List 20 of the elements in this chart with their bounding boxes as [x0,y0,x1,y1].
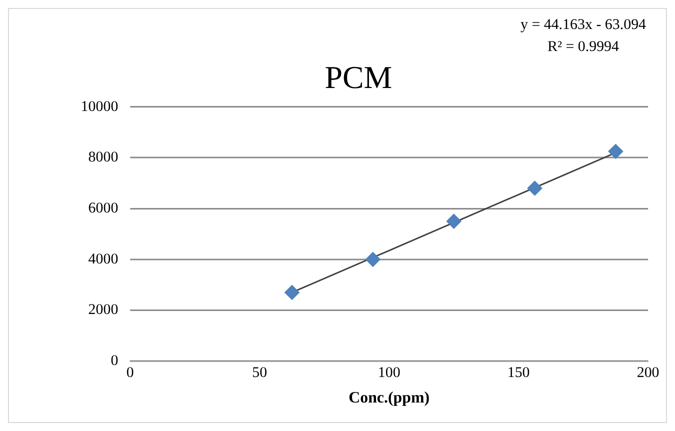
chart-title: PCM [324,60,392,96]
y-tick-label: 0 [110,353,118,370]
text: R² = 0.9994 [548,38,620,55]
y-tick-label: 4000 [88,251,118,268]
x-tick-label: 50 [252,364,268,381]
x-tick-label: 100 [378,364,400,381]
y-tick-label: 6000 [88,200,118,217]
x-axis-title: Conc.(ppm) [348,390,430,407]
point [365,252,380,267]
x-tick-label: 150 [507,364,530,381]
y-tick-label: 8000 [88,150,118,166]
text: y = 44.163x - 63.094 [520,16,647,33]
y-tick-label: 2000 [88,302,118,318]
x-tick-label: 0 [126,364,134,381]
point [527,180,542,196]
point [284,285,300,300]
point [608,144,624,159]
point [446,214,462,229]
y-tick-label: 10000 [80,98,118,115]
x-tick-label: 200 [636,364,660,381]
